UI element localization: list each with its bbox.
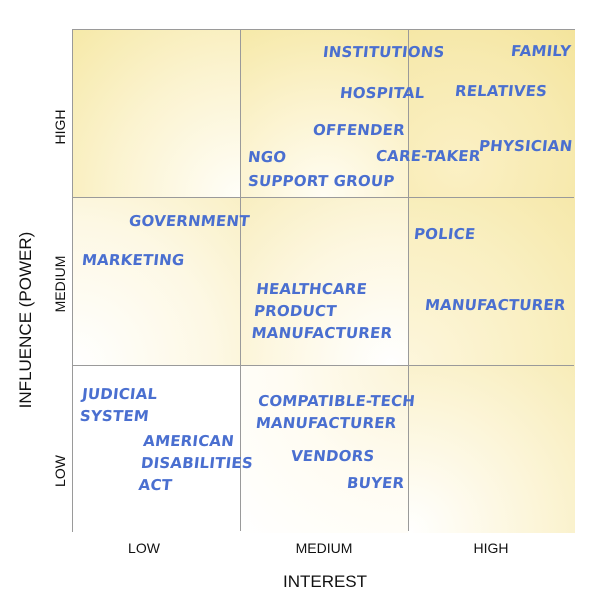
y-axis-title: INFLUENCE (POWER) — [16, 231, 35, 409]
x-tick-medium: MEDIUM — [295, 540, 353, 556]
x-tick-low: LOW — [128, 540, 160, 556]
y-tick-low: LOW — [52, 455, 68, 487]
stakeholder-police: POLICE — [413, 225, 477, 243]
stakeholder-institutions: INSTITUTIONS — [322, 43, 446, 61]
stakeholder-line: MANUFACTURER — [250, 324, 394, 342]
stakeholder-judicial-system: JUDICIAL SYSTEM — [79, 383, 159, 427]
y-tick-high: HIGH — [52, 109, 68, 145]
stakeholder-offender: OFFENDER — [312, 121, 406, 139]
stakeholder-line: SYSTEM — [78, 407, 150, 425]
stakeholder-government: GOVERNMENT — [128, 212, 251, 230]
stakeholder-line: COMPATIBLE-TECH — [257, 392, 416, 410]
stakeholder-compatible-tech-manufacturer: COMPATIBLE-TECH MANUFACTURER — [255, 390, 416, 434]
stakeholder-marketing: MARKETING — [81, 251, 186, 269]
grid-divider — [408, 30, 409, 531]
cell-high-high — [408, 30, 575, 197]
cell-low-low — [73, 365, 240, 533]
cell-high-medium — [240, 30, 408, 197]
stakeholder-american-disabilities-act: AMERICAN DISABILITIES ACT — [138, 430, 257, 496]
grid-divider — [73, 197, 574, 198]
stakeholder-line: PRODUCT — [253, 302, 338, 320]
stakeholder-grid — [72, 29, 575, 533]
stakeholder-line: HEALTHCARE — [255, 280, 368, 298]
grid-divider — [73, 365, 574, 366]
cell-medium-medium — [240, 197, 408, 365]
stakeholder-hospital: HOSPITAL — [339, 84, 426, 102]
x-axis-title: INTEREST — [282, 572, 368, 591]
stakeholder-line: MANUFACTURER — [254, 414, 398, 432]
cell-medium-low — [73, 197, 240, 365]
stakeholder-line: AMERICAN — [142, 432, 235, 450]
stakeholder-line: JUDICIAL — [81, 385, 159, 403]
cell-low-high — [408, 365, 575, 533]
stakeholder-family: FAMILY — [510, 42, 572, 60]
stakeholder-care-taker: CARE-TAKER — [375, 147, 482, 165]
stakeholder-vendors: VENDORS — [290, 447, 376, 465]
stakeholder-relatives: RELATIVES — [454, 82, 549, 100]
cell-low-medium — [240, 365, 408, 533]
y-tick-medium: MEDIUM — [52, 255, 68, 313]
stakeholder-line: ACT — [137, 476, 174, 494]
stakeholder-healthcare-product-manufacturer: HEALTHCARE PRODUCT MANUFACTURER — [251, 278, 399, 344]
stakeholder-buyer: BUYER — [346, 474, 406, 492]
stakeholder-physician: PHYSICIAN — [478, 137, 574, 155]
grid-divider — [240, 30, 241, 531]
stakeholder-ngo: NGO — [247, 148, 288, 166]
cell-high-low — [73, 30, 240, 197]
stakeholder-line: DISABILITIES — [140, 454, 254, 472]
stakeholder-support-group: SUPPORT GROUP — [247, 172, 396, 190]
stakeholder-manufacturer: MANUFACTURER — [424, 296, 567, 314]
x-tick-high: HIGH — [473, 540, 509, 556]
cell-medium-high — [408, 197, 575, 365]
